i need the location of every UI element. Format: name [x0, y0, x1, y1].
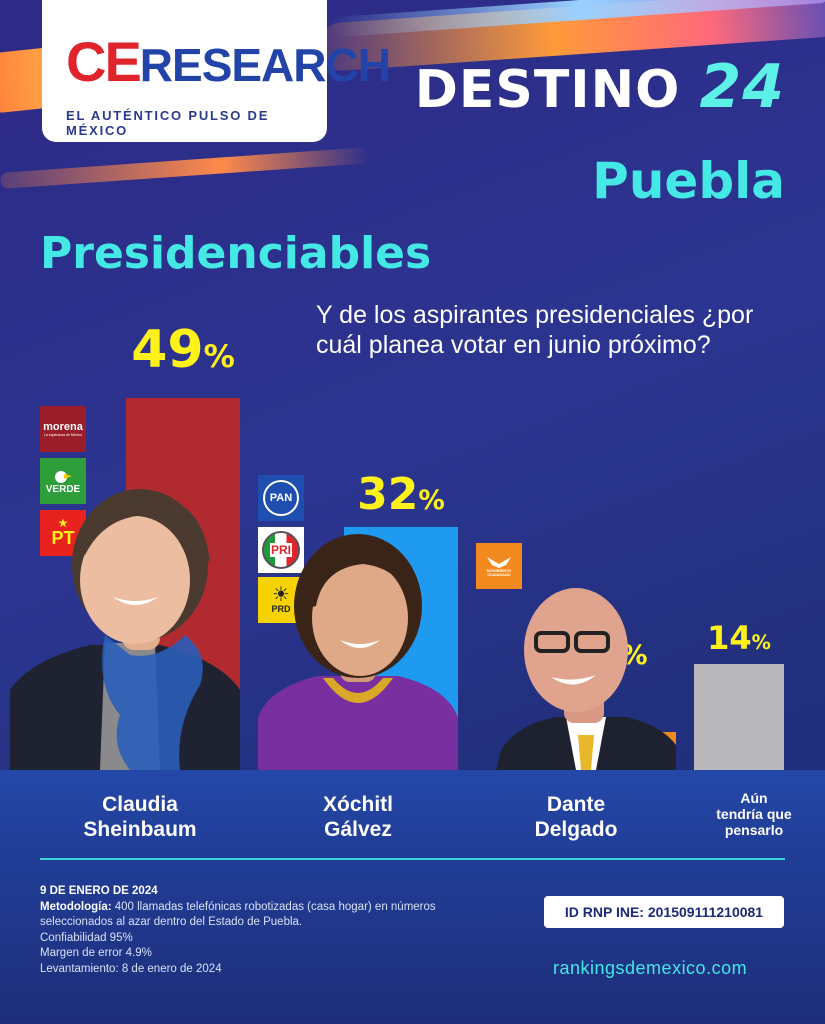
- name-galvez: Xóchitl Gálvez: [258, 792, 458, 842]
- name-delgado: Dante Delgado: [476, 792, 676, 842]
- morena-sub: La esperanza de México: [43, 433, 83, 437]
- survey-date: 9 DE ENERO DE 2024: [40, 885, 158, 897]
- value-suffix: %: [418, 485, 445, 516]
- methodology-block: 9 DE ENERO DE 2024 Metodología: 400 llam…: [40, 884, 460, 977]
- name-sheinbaum: Claudia Sheinbaum: [40, 792, 240, 842]
- value-number: 14: [707, 619, 752, 657]
- name-line: Gálvez: [324, 818, 392, 842]
- pri-label: PRI: [269, 543, 292, 557]
- candidate-photo-sheinbaum: [10, 485, 240, 770]
- ceresearch-logo: CERESEARCH EL AUTÉNTICO PULSO DE MÉXICO: [42, 0, 391, 142]
- footer-divider: [40, 858, 785, 860]
- pt-star-icon: ★: [57, 515, 69, 530]
- name-line: Claudia: [102, 793, 178, 816]
- pt-label: PT: [51, 527, 75, 548]
- poll-question: Y de los aspirantes presidenciales ¿por …: [316, 301, 754, 359]
- logo-ce: CE: [66, 30, 142, 93]
- name-line: Xóchitl: [322, 793, 393, 816]
- name-line: tendría que: [716, 806, 792, 822]
- pan-circle: PAN: [263, 480, 299, 516]
- sun-icon: ☀: [272, 584, 290, 606]
- website-link[interactable]: rankingsdemexico.com: [553, 958, 748, 978]
- verde-label: VERDE: [45, 483, 81, 495]
- name-line: Dante: [546, 793, 606, 816]
- destino-number: 24: [699, 52, 785, 122]
- candidate-photo-delgado: [496, 585, 676, 770]
- margin-text: Margen de error 4.9%: [40, 947, 152, 959]
- destino-text: DESTINO: [414, 60, 681, 120]
- morena-label: morena: [43, 421, 83, 433]
- name-undecided: Aún tendría que pensarlo: [694, 790, 814, 838]
- value-label-2: 32%: [344, 473, 458, 517]
- value-number: 49: [131, 320, 204, 380]
- mc-label: MOVIMIENTO CIUDADANO: [486, 569, 512, 577]
- state-name: Puebla: [592, 152, 785, 210]
- logo-research: RESEARCH: [139, 39, 391, 91]
- bar-4: [694, 664, 784, 770]
- prd-label: PRD: [271, 604, 291, 614]
- pan-label: PAN: [269, 492, 293, 504]
- fieldwork-text: Levantamiento: 8 de enero de 2024: [40, 962, 222, 975]
- methodology-text: Metodología: 400 llamadas telefónicas ro…: [40, 900, 460, 931]
- methodology-label: Metodología:: [40, 900, 112, 913]
- pri-logo: PRI: [258, 527, 304, 573]
- eagle-icon: [487, 557, 511, 568]
- pan-logo: PAN: [258, 475, 304, 521]
- pri-circle: PRI: [262, 531, 300, 569]
- toucan-icon: [55, 470, 72, 483]
- rnp-id-badge: ID RNP INE: 201509111210081: [544, 896, 784, 928]
- confidence-text: Confiabilidad 95%: [40, 931, 133, 944]
- destino-title: DESTINO 24: [415, 52, 785, 122]
- value-number: 32: [357, 469, 419, 520]
- value-suffix: %: [751, 631, 771, 654]
- name-line: Delgado: [534, 818, 618, 842]
- mc-logo: MOVIMIENTO CIUDADANO: [476, 543, 522, 589]
- name-line: pensarlo: [724, 822, 784, 838]
- candidate-photo-galvez: [258, 528, 458, 770]
- logo-tagline: EL AUTÉNTICO PULSO DE MÉXICO: [66, 108, 270, 138]
- value-label-1: 49%: [126, 324, 240, 376]
- section-title: Presidenciables: [40, 228, 432, 279]
- name-line: Sheinbaum: [83, 818, 197, 842]
- morena-logo: morena La esperanza de México: [40, 406, 86, 452]
- methodology-body: 400 llamadas telefónicas robotizadas (ca…: [40, 900, 436, 929]
- value-suffix: %: [203, 339, 235, 375]
- name-line: Aún: [740, 790, 768, 806]
- value-label-4: 14%: [694, 622, 784, 654]
- verde-logo: VERDE: [40, 458, 86, 504]
